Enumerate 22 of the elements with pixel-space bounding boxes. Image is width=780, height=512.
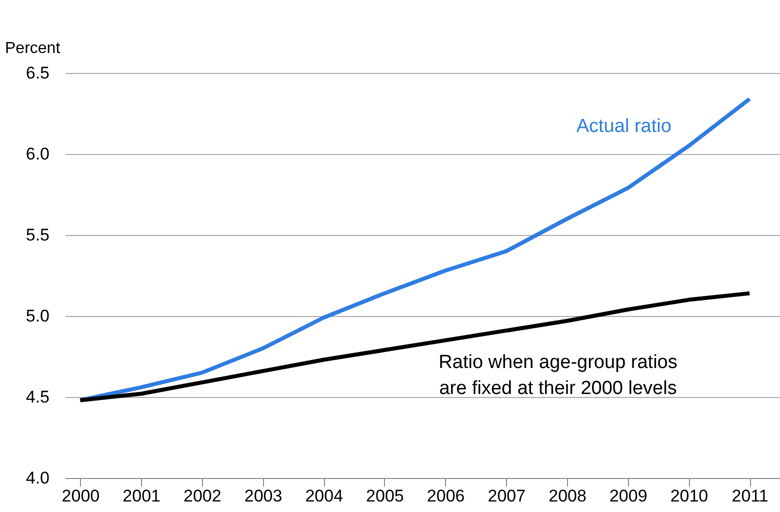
x-tick-label: 2006 (426, 486, 465, 506)
x-tick-label: 2007 (488, 486, 526, 506)
x-tick-label: 2010 (670, 486, 708, 506)
x-tick-label: 2008 (548, 486, 586, 506)
y-tick-label: 4.5 (26, 388, 50, 406)
series-label: Actual ratio (576, 116, 672, 138)
x-tick-label: 2011 (732, 486, 768, 506)
y-tick-label: 5.0 (26, 306, 50, 326)
y-axis-title: Percent (5, 40, 61, 57)
x-tick-label: 2009 (609, 486, 648, 506)
y-tick-label: 4.0 (26, 468, 50, 488)
y-tick-label: 6.5 (26, 64, 50, 82)
x-tick-label: 2000 (62, 486, 100, 506)
line-series (78, 291, 752, 402)
x-tick-label: 2005 (366, 486, 404, 506)
x-tick-label: 2001 (122, 486, 160, 506)
x-tick-label: 2002 (184, 486, 222, 506)
x-tick-label: 2003 (244, 486, 282, 506)
series-label: Ratio when age-group ratios are fixed at their 2000 levels (438, 352, 678, 399)
y-tick-label: 6.0 (26, 144, 50, 164)
x-tick-label: 2004 (305, 486, 344, 506)
y-tick-label: 5.5 (26, 226, 50, 244)
